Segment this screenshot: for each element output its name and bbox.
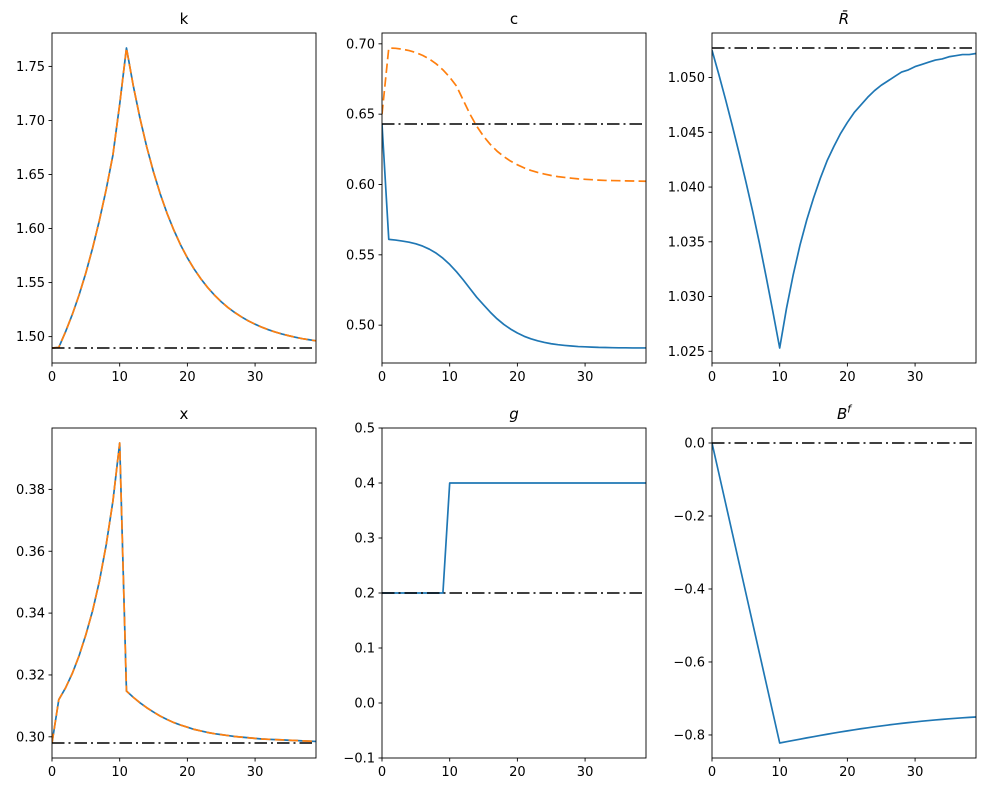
y-tick-label: 1.040 [668,181,705,196]
y-tick-label: 0.50 [346,319,375,334]
x-tick-label: 30 [907,765,924,780]
y-tick-label: 0.0 [354,697,375,712]
y-tick-label: 1.050 [668,71,705,86]
x-tick-label: 20 [509,765,526,780]
series-line [52,47,316,349]
y-tick-label: 0.1 [354,642,375,657]
y-tick-label: −0.6 [673,655,705,670]
y-tick-label: −0.1 [343,752,375,767]
x-tick-label: 20 [179,765,196,780]
x-tick-label: 0 [708,370,716,385]
y-tick-label: 1.045 [668,126,705,141]
y-tick-label: 0.60 [346,178,375,193]
y-tick-label: 0.36 [16,545,45,560]
subplot-rbar: 0 10 20 30 1.025 1.030 1.035 1.040 1.045 1.050 R̄ [660,0,989,395]
axes-frame [51,427,317,759]
x-tick-label: 30 [247,765,264,780]
series-line [712,49,976,349]
y-tick-label: 1.55 [16,276,45,291]
x-tick-label: 30 [247,370,264,385]
subplot-title: c [510,10,518,28]
x-tick-label: 10 [111,765,128,780]
y-tick-label: 0.2 [354,587,375,602]
x-tick-label: 0 [48,370,56,385]
x-tick-label: 0 [378,765,386,780]
x-tick-label: 10 [441,370,458,385]
y-tick-label: 1.70 [16,114,45,129]
x-tick-label: 20 [509,370,526,385]
y-tick-label: 1.030 [668,290,705,305]
x-tick-label: 30 [907,370,924,385]
y-tick-label: 0.70 [346,37,375,52]
axes-frame [51,32,317,364]
subplot-svg: 0 10 20 30 1.50 1.55 1.60 1.65 1.70 1.75 k [16,10,317,385]
y-tick-label: 1.65 [16,168,45,183]
y-tick-label: −0.4 [673,582,705,597]
y-tick-label: 0.34 [16,607,45,622]
axes-frame [381,32,647,364]
x-tick-label: 10 [771,765,788,780]
subplot-g: 0 10 20 30 −0.1 0.0 0.1 0.2 0.3 0.4 0.5 g [330,395,660,790]
subplot-k: 0 10 20 30 1.50 1.55 1.60 1.65 1.70 1.75 k [0,0,330,395]
series-line [52,442,316,744]
subplot-svg: 0 10 20 30 −0.8 −0.6 −0.4 −0.2 0.0 Bf [673,404,977,780]
y-tick-label: 1.50 [16,330,45,345]
y-tick-label: 1.60 [16,222,45,237]
y-tick-label: 0.55 [346,248,375,263]
subplot-svg: 0 10 20 30 0.50 0.55 0.60 0.65 0.70 c [346,10,647,385]
x-tick-label: 0 [48,765,56,780]
subplot-title: R̄ [839,9,849,28]
y-tick-label: 1.035 [668,235,705,250]
subplot-svg: 0 10 20 30 −0.1 0.0 0.1 0.2 0.3 0.4 0.5 g [343,405,647,780]
y-tick-label: 0.65 [346,108,375,123]
subplot-svg: 0 10 20 30 1.025 1.030 1.035 1.040 1.045 1.050 R̄ [668,9,977,385]
x-tick-label: 10 [111,370,128,385]
x-tick-label: 10 [771,370,788,385]
x-tick-label: 20 [179,370,196,385]
series-line [382,47,646,183]
x-tick-label: 30 [577,370,594,385]
subplot-title: x [180,405,189,423]
x-tick-label: 0 [708,765,716,780]
subplot-title: k [180,10,189,28]
x-tick-label: 30 [577,765,594,780]
x-tick-label: 0 [378,370,386,385]
subplot-title: g [509,405,519,423]
series-line [52,442,316,744]
x-tick-label: 20 [839,370,856,385]
y-tick-label: 0.38 [16,483,45,498]
y-tick-label: 0.5 [354,422,375,437]
series-line [382,482,646,594]
y-tick-label: 0.4 [354,477,375,492]
y-tick-label: −0.2 [673,509,705,524]
y-tick-label: 1.75 [16,60,45,75]
subplot-title: Bf [837,404,853,424]
x-tick-label: 10 [441,765,458,780]
y-tick-label: 0.3 [354,532,375,547]
y-tick-label: 0.30 [16,730,45,745]
y-tick-label: −0.8 [673,728,705,743]
y-tick-label: 1.025 [668,345,705,360]
y-tick-label: 0.32 [16,668,45,683]
subplot-c: 0 10 20 30 0.50 0.55 0.60 0.65 0.70 c [330,0,660,395]
series-line [382,123,646,349]
subplot-svg: 0 10 20 30 0.30 0.32 0.34 0.36 0.38 x [16,405,317,780]
y-tick-label: 0.0 [684,437,705,452]
series-line [712,442,976,744]
axes-frame [711,427,977,759]
x-tick-label: 20 [839,765,856,780]
axes-frame [711,32,977,364]
series-line [52,47,316,349]
subplot-bf: 0 10 20 30 −0.8 −0.6 −0.4 −0.2 0.0 Bf [660,395,989,790]
subplot-x: 0 10 20 30 0.30 0.32 0.34 0.36 0.38 x [0,395,330,790]
